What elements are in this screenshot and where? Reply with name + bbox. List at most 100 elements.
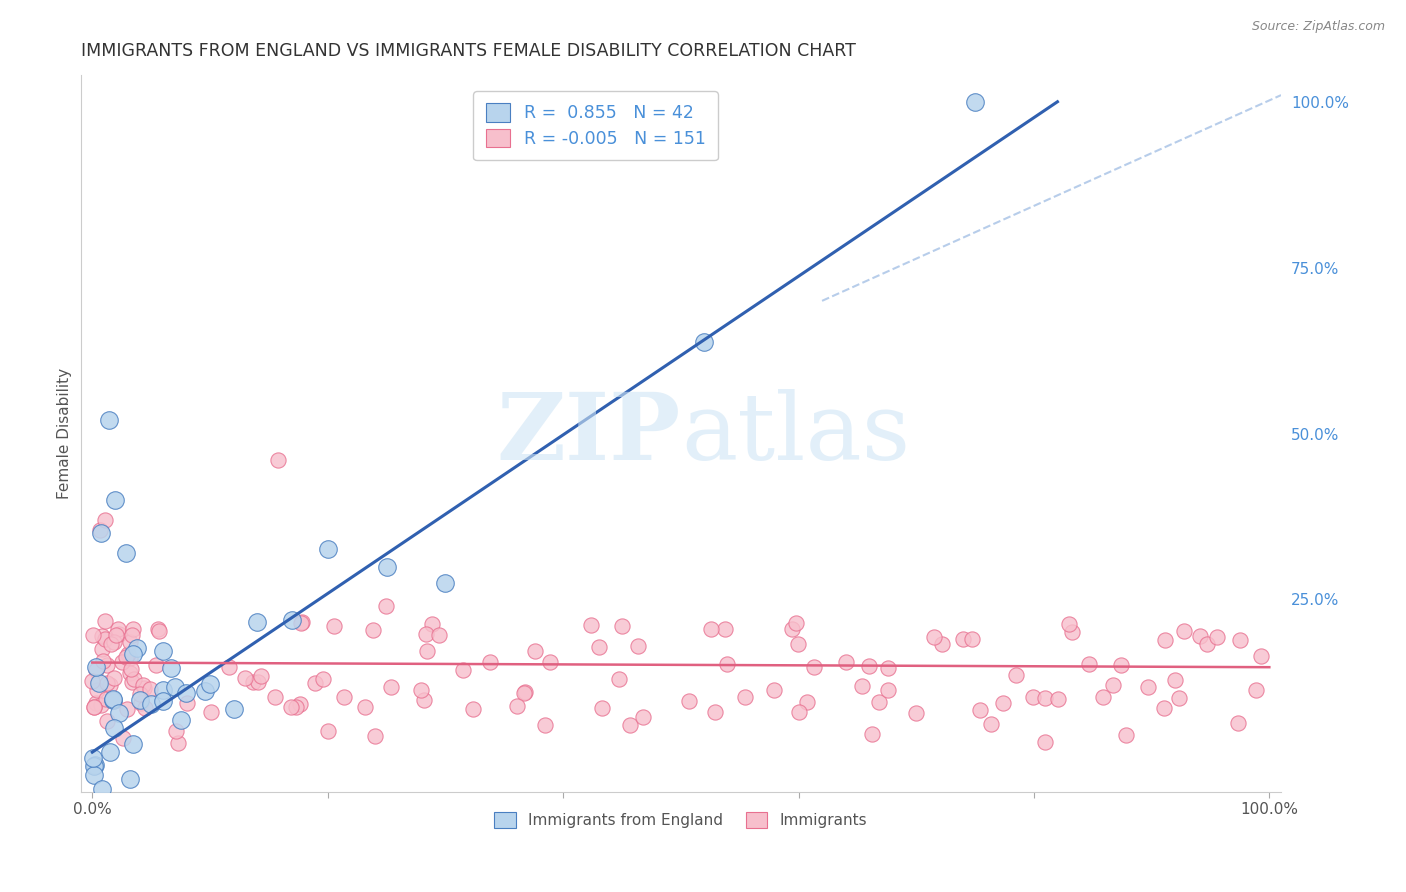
Point (280, 700, 302, 714)
Y-axis label: Female Disability: Female Disability (58, 368, 72, 500)
Point (194, 684, 217, 698)
Point (105, 628, 128, 642)
Point (120, 772, 142, 787)
Point (120, 662, 142, 676)
Point (678, 694, 700, 708)
Point (291, 615, 314, 630)
Point (787, 705, 810, 719)
Point (89, 802, 111, 816)
Point (991, 696, 1014, 710)
Point (375, 559, 398, 574)
Point (412, 693, 434, 707)
Point (90, 629, 112, 643)
Point (82, 751, 104, 765)
Point (333, 690, 356, 704)
Point (176, 696, 198, 710)
Point (612, 619, 634, 633)
Point (115, 649, 138, 664)
Point (1091, 690, 1114, 705)
Point (931, 637, 953, 651)
Point (131, 696, 153, 710)
Point (134, 701, 156, 715)
Point (103, 721, 125, 735)
Point (122, 672, 145, 686)
Point (165, 723, 187, 738)
Point (513, 685, 536, 699)
Point (364, 730, 387, 744)
Point (103, 671, 125, 685)
Point (1244, 683, 1267, 698)
Legend: Immigrants from England, Immigrants: Immigrants from England, Immigrants (488, 806, 873, 835)
Point (409, 683, 432, 698)
Point (104, 795, 127, 809)
Point (288, 697, 311, 711)
Point (103, 635, 125, 649)
Point (922, 630, 945, 644)
Text: IMMIGRANTS FROM ENGLAND VS IMMIGRANTS FEMALE DISABILITY CORRELATION CHART: IMMIGRANTS FROM ENGLAND VS IMMIGRANTS FE… (80, 42, 855, 60)
Point (354, 699, 377, 714)
Point (90, 526, 112, 541)
Point (169, 713, 191, 727)
Point (506, 698, 529, 713)
Point (1022, 690, 1045, 704)
Point (128, 687, 150, 701)
Point (1109, 658, 1132, 673)
Point (242, 674, 264, 689)
Point (139, 697, 162, 711)
Point (1115, 728, 1137, 742)
Point (290, 615, 312, 630)
Point (83, 700, 105, 714)
Point (1173, 624, 1195, 639)
Point (132, 681, 155, 696)
Point (591, 701, 613, 715)
Point (380, 680, 402, 694)
Point (1227, 716, 1250, 731)
Point (90, 698, 112, 712)
Point (1229, 633, 1251, 648)
Point (285, 700, 308, 714)
Point (374, 599, 396, 614)
Point (104, 492, 127, 507)
Point (631, 709, 654, 723)
Point (94, 513, 117, 527)
Point (98, 413, 121, 427)
Point (96, 676, 118, 690)
Point (969, 703, 991, 717)
Point (98, 745, 121, 759)
Point (316, 542, 339, 557)
Point (121, 674, 143, 689)
Point (1035, 735, 1057, 749)
Point (693, 334, 716, 349)
Point (120, 666, 142, 681)
Point (868, 696, 890, 710)
Point (118, 635, 141, 649)
Point (139, 681, 162, 696)
Point (148, 624, 170, 638)
Point (121, 628, 143, 642)
Point (83, 759, 105, 773)
Point (132, 678, 155, 692)
Point (416, 643, 439, 657)
Point (1047, 691, 1070, 706)
Point (515, 685, 537, 699)
Point (803, 660, 825, 674)
Text: ZIP: ZIP (496, 389, 681, 479)
Point (851, 679, 873, 693)
Point (125, 640, 148, 655)
Point (960, 632, 983, 646)
Point (89, 523, 111, 537)
Point (581, 618, 603, 632)
Point (762, 682, 785, 697)
Point (860, 727, 883, 741)
Point (200, 705, 222, 719)
Point (122, 737, 145, 751)
Point (84, 696, 107, 710)
Point (267, 453, 290, 467)
Point (264, 690, 287, 705)
Point (734, 690, 756, 705)
Point (222, 702, 245, 716)
Point (114, 546, 136, 560)
Point (304, 676, 326, 690)
Point (312, 672, 335, 686)
Point (1154, 633, 1177, 648)
